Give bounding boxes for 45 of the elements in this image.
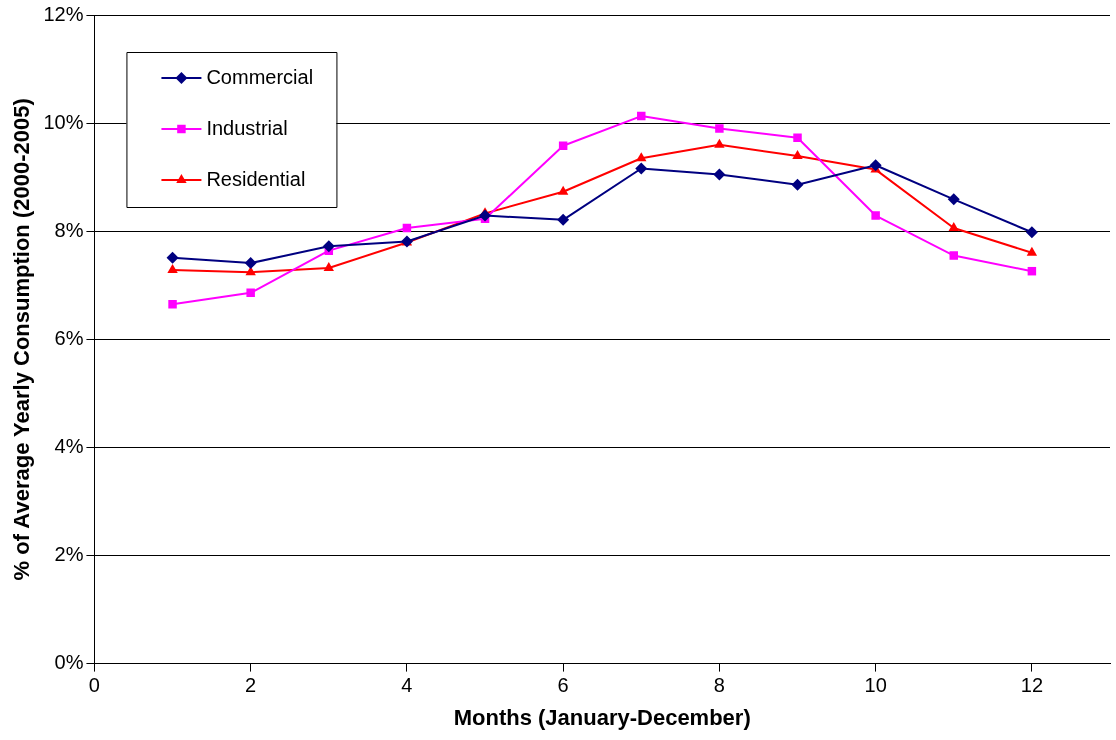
point xyxy=(793,133,802,142)
point xyxy=(167,264,178,274)
point xyxy=(323,261,334,271)
point xyxy=(246,288,255,298)
x-tick-label: 10 xyxy=(864,674,887,697)
x-tick-label: 4 xyxy=(401,674,413,697)
y-tick-label: 0% xyxy=(54,651,84,674)
x-tick-label: 6 xyxy=(557,674,569,697)
x-axis-title: Months (January-December) xyxy=(453,704,751,730)
x-tick-label: 0 xyxy=(88,674,100,697)
point xyxy=(322,240,335,253)
point xyxy=(1025,226,1038,239)
point xyxy=(791,178,804,191)
y-tick-label: 4% xyxy=(54,434,84,457)
x-tick-label: 2 xyxy=(245,674,257,697)
legend-label: Commercial xyxy=(206,65,314,88)
y-axis-title: % of Average Yearly Consumption (2000-2005) xyxy=(9,98,35,581)
point xyxy=(948,221,959,231)
y-tick-label: 8% xyxy=(54,218,84,241)
point xyxy=(792,150,803,160)
y-tick-label: 10% xyxy=(43,110,84,133)
point xyxy=(479,209,492,222)
y-tick-label: 6% xyxy=(54,326,84,349)
point xyxy=(635,162,648,175)
point xyxy=(714,138,725,148)
y-tick-label: 2% xyxy=(54,543,84,566)
point xyxy=(166,251,179,264)
point xyxy=(637,111,646,121)
legend-label: Industrial xyxy=(206,116,288,139)
point xyxy=(869,159,882,172)
y-tick-label: 12% xyxy=(43,2,84,25)
point xyxy=(949,251,958,260)
x-tick-label: 8 xyxy=(713,674,725,697)
point xyxy=(1026,246,1038,256)
point xyxy=(947,193,960,206)
point xyxy=(168,299,177,309)
point xyxy=(557,185,569,195)
point xyxy=(557,213,570,226)
point xyxy=(636,152,647,162)
x-tick-label: 12 xyxy=(1020,674,1043,697)
legend-label: Residential xyxy=(206,167,306,190)
point xyxy=(871,211,880,220)
point xyxy=(715,124,724,133)
point xyxy=(244,257,257,270)
point xyxy=(713,168,726,181)
